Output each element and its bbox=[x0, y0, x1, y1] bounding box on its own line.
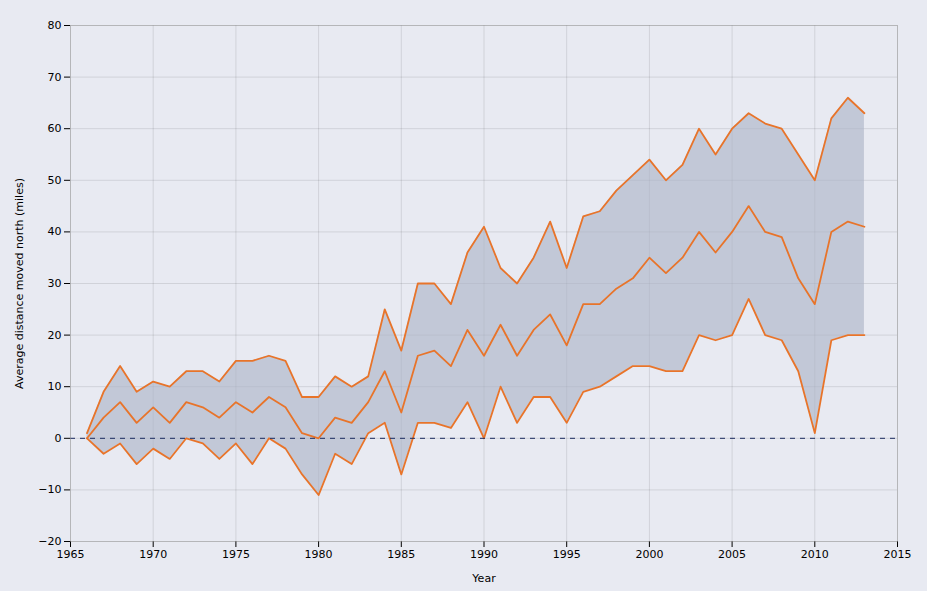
svg-text:1965: 1965 bbox=[57, 548, 85, 561]
svg-text:0: 0 bbox=[55, 432, 62, 445]
svg-text:1985: 1985 bbox=[387, 548, 415, 561]
svg-text:−20: −20 bbox=[38, 535, 61, 548]
svg-text:Average distance moved north (: Average distance moved north (miles) bbox=[13, 178, 26, 389]
svg-text:2015: 2015 bbox=[884, 548, 912, 561]
svg-text:1975: 1975 bbox=[222, 548, 250, 561]
svg-text:60: 60 bbox=[48, 122, 62, 135]
svg-text:1970: 1970 bbox=[139, 548, 167, 561]
svg-text:2010: 2010 bbox=[801, 548, 829, 561]
svg-text:1990: 1990 bbox=[470, 548, 498, 561]
svg-text:2000: 2000 bbox=[635, 548, 663, 561]
svg-text:−10: −10 bbox=[38, 483, 61, 496]
svg-text:1995: 1995 bbox=[553, 548, 581, 561]
svg-text:20: 20 bbox=[48, 329, 62, 342]
svg-text:30: 30 bbox=[48, 277, 62, 290]
svg-text:80: 80 bbox=[48, 19, 62, 32]
svg-text:1980: 1980 bbox=[305, 548, 333, 561]
svg-text:50: 50 bbox=[48, 174, 62, 187]
svg-text:10: 10 bbox=[48, 380, 62, 393]
svg-text:2005: 2005 bbox=[718, 548, 746, 561]
svg-text:70: 70 bbox=[48, 71, 62, 84]
svg-text:Year: Year bbox=[471, 572, 496, 585]
svg-text:40: 40 bbox=[48, 225, 62, 238]
